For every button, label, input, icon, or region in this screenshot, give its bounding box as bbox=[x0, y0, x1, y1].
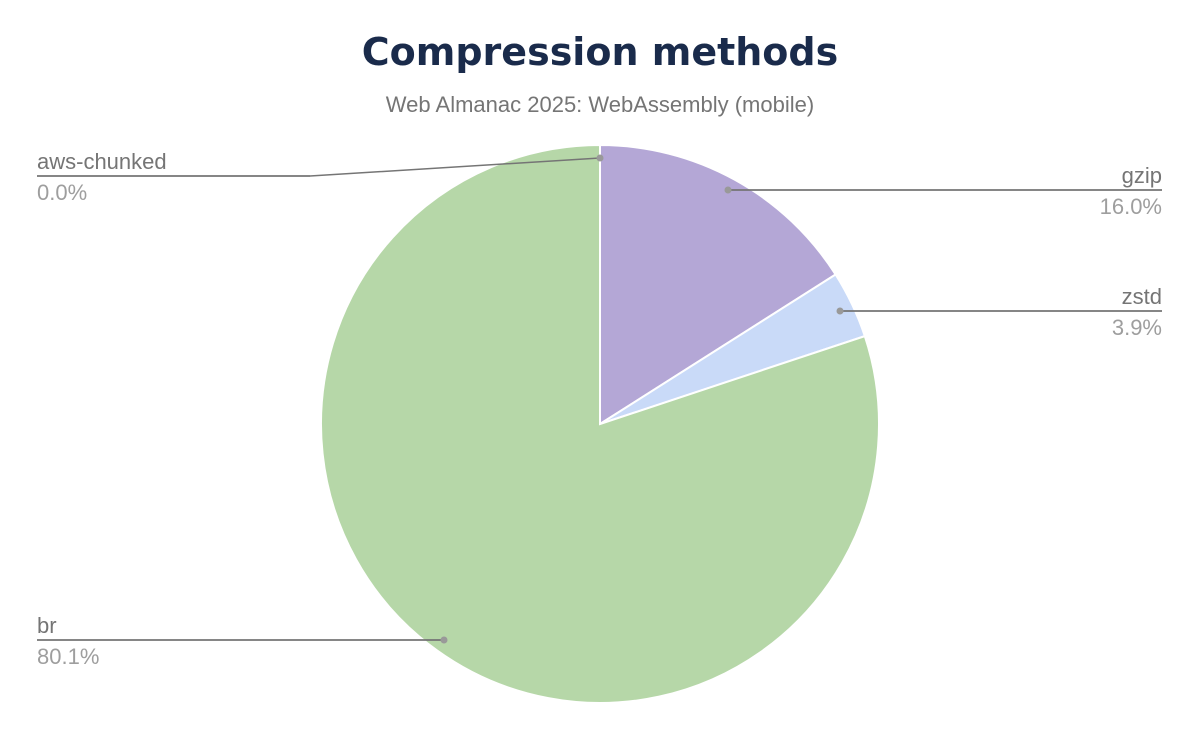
slice-label-br: br 80.1% bbox=[37, 613, 448, 669]
slice-percent: 80.1% bbox=[37, 644, 99, 669]
leader-dot bbox=[440, 636, 448, 644]
leader-dot bbox=[724, 186, 732, 194]
leader-dot bbox=[836, 307, 844, 315]
slice-name: zstd bbox=[1122, 284, 1162, 309]
slice-percent: 0.0% bbox=[37, 180, 87, 205]
slice-label-aws-chunked: aws-chunked 0.0% bbox=[37, 149, 604, 205]
slice-percent: 3.9% bbox=[1112, 315, 1162, 340]
slice-name: aws-chunked bbox=[37, 149, 167, 174]
slice-name: gzip bbox=[1122, 163, 1162, 188]
pie-slice-gzip bbox=[599, 143, 837, 426]
slice-label-gzip: gzip 16.0% bbox=[724, 163, 1162, 219]
slice-name: br bbox=[37, 613, 57, 638]
chart-subtitle: Web Almanac 2025: WebAssembly (mobile) bbox=[385, 92, 815, 117]
pie-slice-br bbox=[320, 143, 880, 704]
leader-dot bbox=[596, 154, 604, 162]
slice-percent: 16.0% bbox=[1100, 194, 1162, 219]
chart-title: Compression methods bbox=[361, 30, 839, 74]
slice-label-zstd: zstd 3.9% bbox=[836, 284, 1162, 340]
